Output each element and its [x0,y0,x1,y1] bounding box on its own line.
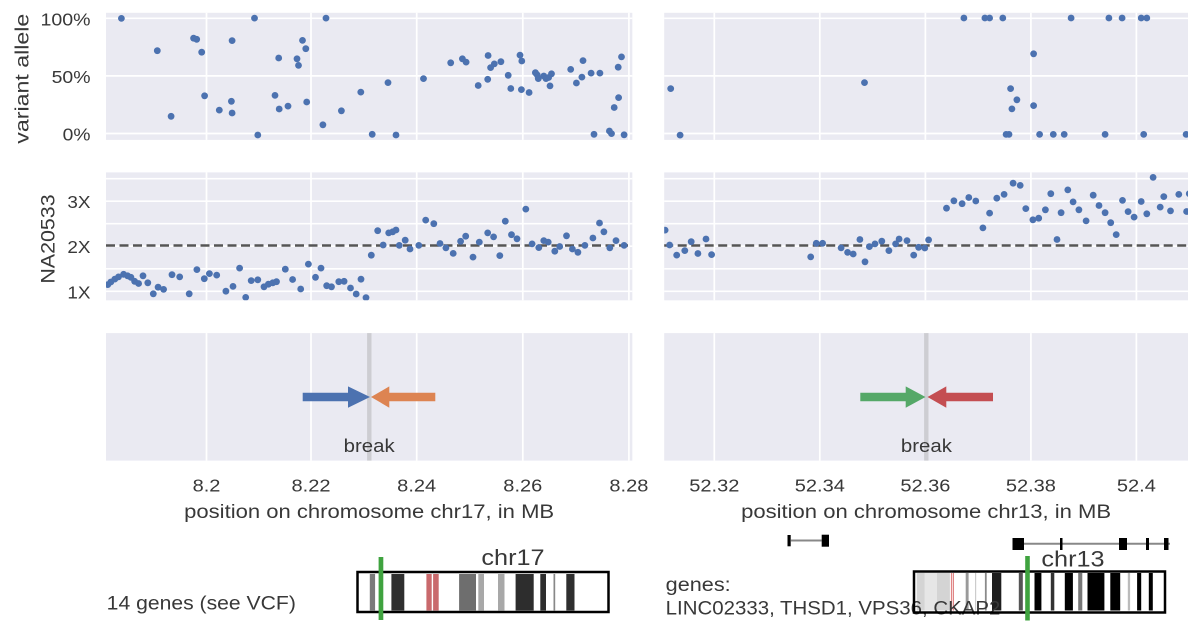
svg-text:52.38: 52.38 [1006,476,1056,496]
svg-text:variant allele: variant allele [12,14,34,144]
svg-text:position on chromosome chr17,: position on chromosome chr17, in MB [184,501,554,523]
svg-text:8.2: 8.2 [193,476,221,496]
svg-text:break: break [344,436,396,456]
svg-text:1X: 1X [67,282,90,302]
svg-text:LINC02333, THSD1, VPS36, CKAP2: LINC02333, THSD1, VPS36, CKAP2 [666,597,1001,619]
svg-text:chr17: chr17 [481,545,544,570]
svg-text:8.28: 8.28 [609,476,648,496]
svg-text:position on chromosome chr13,: position on chromosome chr13, in MB [741,501,1111,523]
svg-text:NA20533: NA20533 [38,194,60,283]
svg-text:50%: 50% [52,67,91,87]
svg-text:break: break [901,436,953,456]
svg-text:8.22: 8.22 [292,476,331,496]
svg-text:8.26: 8.26 [503,476,542,496]
svg-text:8.24: 8.24 [397,476,436,496]
svg-text:chr13: chr13 [1041,547,1104,572]
svg-text:52.34: 52.34 [795,476,845,496]
svg-text:100%: 100% [41,9,91,29]
svg-text:3X: 3X [67,192,90,212]
svg-text:52.36: 52.36 [900,476,950,496]
svg-text:genes:: genes: [666,574,731,596]
svg-text:14 genes (see VCF): 14 genes (see VCF) [107,593,296,615]
svg-text:52.4: 52.4 [1117,476,1156,496]
svg-text:52.32: 52.32 [689,476,739,496]
svg-text:0%: 0% [63,125,91,145]
svg-text:2X: 2X [67,237,90,257]
